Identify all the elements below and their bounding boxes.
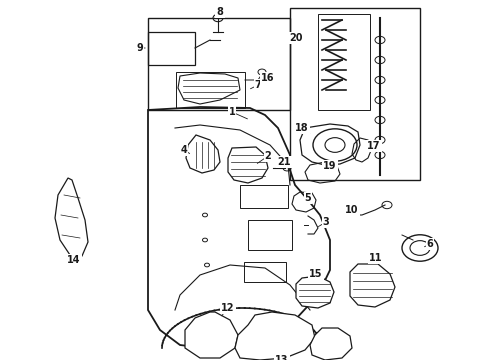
Text: 17: 17 [367, 141, 381, 151]
Polygon shape [55, 178, 88, 256]
Text: 2: 2 [265, 151, 271, 161]
Bar [244, 262, 286, 282]
Text: 11: 11 [369, 253, 383, 263]
Bar [290, 8, 420, 180]
Polygon shape [228, 147, 268, 183]
Bar [148, 32, 195, 65]
Text: 5: 5 [305, 193, 311, 203]
Text: 19: 19 [323, 161, 337, 171]
Text: 14: 14 [67, 255, 81, 265]
Bar [148, 18, 290, 110]
Text: 4: 4 [181, 145, 187, 155]
Text: 13: 13 [275, 355, 289, 360]
Text: 9: 9 [137, 43, 144, 53]
Polygon shape [235, 312, 315, 360]
Text: 15: 15 [309, 269, 323, 279]
Bar [240, 185, 288, 208]
Text: 10: 10 [345, 205, 359, 215]
Text: 7: 7 [255, 80, 261, 90]
Bar [318, 14, 370, 110]
Text: 18: 18 [295, 123, 309, 133]
Polygon shape [186, 135, 220, 173]
Polygon shape [350, 264, 395, 307]
Bar [248, 220, 292, 250]
Text: 21: 21 [277, 157, 291, 167]
Text: 3: 3 [322, 217, 329, 227]
Polygon shape [185, 312, 238, 358]
Bar [176, 72, 245, 108]
Text: 1: 1 [229, 107, 235, 117]
Text: 12: 12 [221, 303, 235, 313]
Text: 8: 8 [217, 7, 223, 17]
Polygon shape [310, 328, 352, 360]
Text: 20: 20 [289, 33, 303, 43]
Text: 16: 16 [261, 73, 275, 83]
Text: 6: 6 [427, 239, 433, 249]
Polygon shape [296, 276, 334, 308]
